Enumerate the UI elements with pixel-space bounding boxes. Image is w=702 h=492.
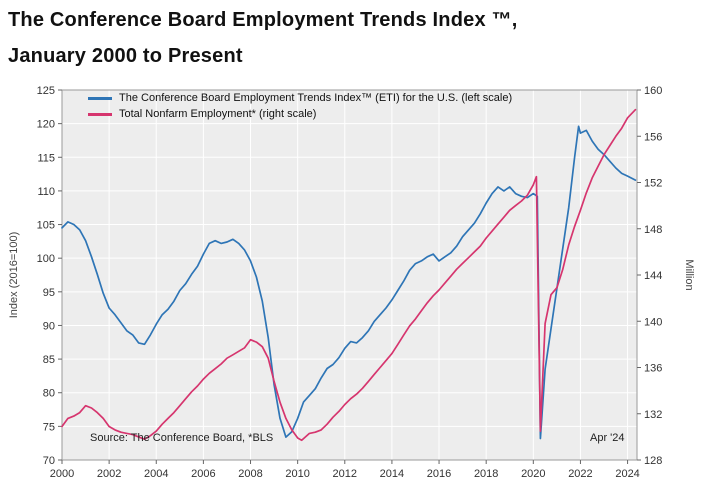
svg-text:2006: 2006 — [191, 468, 215, 480]
svg-text:75: 75 — [43, 421, 55, 433]
svg-text:2010: 2010 — [285, 468, 309, 480]
svg-text:2020: 2020 — [521, 468, 545, 480]
svg-text:80: 80 — [43, 388, 55, 400]
svg-text:2008: 2008 — [238, 468, 262, 480]
svg-text:125: 125 — [37, 85, 55, 97]
svg-text:2000: 2000 — [50, 468, 74, 480]
svg-text:140: 140 — [644, 316, 662, 328]
svg-text:144: 144 — [644, 270, 662, 282]
legend-label-eti: The Conference Board Employment Trends I… — [119, 92, 513, 104]
svg-text:2004: 2004 — [144, 468, 168, 480]
svg-text:128: 128 — [644, 455, 662, 467]
legend-swatch-1 — [88, 112, 112, 116]
svg-text:2022: 2022 — [568, 468, 592, 480]
svg-text:85: 85 — [43, 354, 55, 366]
svg-text:110: 110 — [37, 186, 55, 198]
chart-legend: The Conference Board Employment Trends I… — [88, 90, 512, 122]
legend-item-eti: The Conference Board Employment Trends I… — [88, 90, 512, 106]
page-title-line1: The Conference Board Employment Trends I… — [8, 9, 518, 31]
svg-text:148: 148 — [644, 224, 662, 236]
svg-text:2012: 2012 — [333, 468, 357, 480]
svg-text:136: 136 — [644, 363, 662, 375]
svg-text:2018: 2018 — [474, 468, 498, 480]
left-axis-title: Index (2016=100) — [8, 231, 20, 319]
svg-text:115: 115 — [37, 152, 55, 164]
svg-text:70: 70 — [43, 455, 55, 467]
chart-canvas: 70 75 80 85 90 95 100 105 110 115 120 125 128 132 136 1… — [37, 85, 663, 480]
right-axis-title: Million — [683, 259, 695, 291]
svg-text:90: 90 — [43, 320, 55, 332]
svg-text:105: 105 — [37, 220, 55, 232]
legend-item-nonfarm: Total Nonfarm Employment* (right scale) — [88, 106, 512, 122]
latest-point-label: Apr '24 — [590, 432, 625, 444]
page-title: The Conference Board Employment Trends I… — [8, 2, 518, 74]
svg-text:156: 156 — [644, 131, 662, 143]
svg-text:120: 120 — [37, 119, 55, 131]
svg-text:132: 132 — [644, 409, 662, 421]
chart-area: 70 75 80 85 90 95 100 105 110 115 120 125 128 132 136 1… — [0, 78, 702, 492]
svg-text:152: 152 — [644, 178, 662, 190]
svg-text:2002: 2002 — [97, 468, 121, 480]
legend-label-nonfarm: Total Nonfarm Employment* (right scale) — [119, 108, 317, 120]
svg-text:100: 100 — [37, 253, 55, 265]
legend-swatch-0 — [88, 96, 112, 100]
page-title-line2: January 2000 to Present — [8, 45, 243, 67]
svg-text:2024: 2024 — [615, 468, 639, 480]
svg-text:160: 160 — [644, 85, 662, 97]
svg-text:2016: 2016 — [427, 468, 451, 480]
svg-text:2014: 2014 — [380, 468, 404, 480]
source-note: Source: The Conference Board, *BLS — [90, 432, 274, 444]
svg-text:95: 95 — [43, 287, 55, 299]
